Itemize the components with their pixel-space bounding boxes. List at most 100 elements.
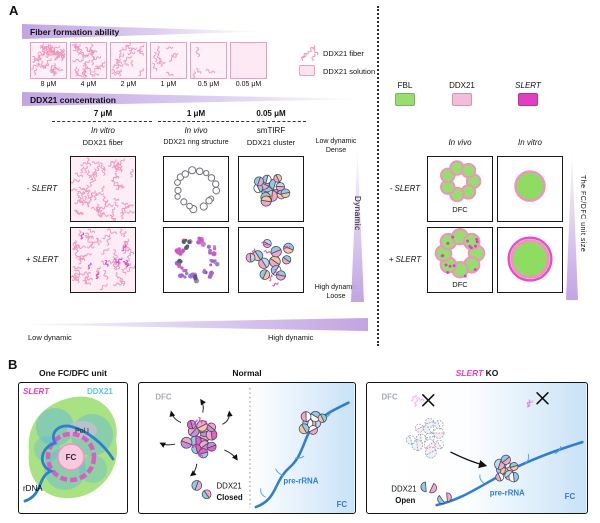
slert-swatch: [518, 93, 538, 106]
slert-absent-icon: [526, 392, 549, 408]
relocation-arrow: [450, 451, 488, 469]
open-dimer-icon: [420, 481, 437, 494]
minus-sign: -: [26, 184, 30, 193]
fiber-dense-drawing: [71, 157, 135, 221]
rdna-label: rDNA: [23, 484, 43, 493]
slert-ring: [45, 431, 97, 483]
slert-ko-box: DFC DDX21 Open pre-rRNA FC: [366, 382, 588, 514]
cell-minus-slert-ring: [163, 156, 229, 222]
fc-dfc-unit-illustration: SLERT DDX21 Pol I FC rDNA: [23, 387, 117, 503]
normal-title: Normal: [232, 368, 262, 378]
disassembled-dfc-cluster: [405, 418, 445, 459]
panel-a-label: A: [9, 3, 19, 18]
cell-plus-slert-ring: [163, 227, 229, 293]
loose-annotation: High dynamic Loose: [308, 283, 364, 301]
fiber-box-4um: [70, 42, 107, 79]
row-label-minus-slert: - SLERT: [16, 184, 68, 193]
right-row-plus-slert: + SLERT: [382, 255, 428, 264]
structure-cluster: DDX21 cluster: [246, 138, 296, 147]
green-droplet-large: [507, 236, 553, 282]
slert-word: SLERT: [395, 255, 422, 264]
panel-divider: [377, 6, 379, 346]
method-smtirf: smTIRF: [256, 126, 286, 135]
ddx21-fiber-legend-label: DDX21 fiber: [323, 49, 364, 58]
dfc-label: DFC: [155, 393, 171, 402]
loose-line2: Loose: [326, 293, 346, 301]
pre-rrna-curve: [254, 401, 350, 509]
structure-ring: DDX21 ring structure: [163, 139, 229, 146]
minus-sign: -: [389, 184, 393, 193]
fiber-drawing-1um: [152, 45, 179, 77]
column-invivo: In vivo: [448, 138, 472, 147]
fiber-drawing-8um: [31, 43, 66, 77]
fc-dfc-unit-box: SLERT DDX21 Pol I FC rDNA: [18, 382, 128, 514]
fiber-drawing-05um: [192, 46, 216, 78]
tick-7um: 7 μM: [93, 109, 113, 118]
ddx21-solution-legend-label: DDX21 solution: [323, 67, 376, 76]
cell-plus-slert-fiber: [70, 227, 136, 293]
ddx21-legend-label: DDX21: [449, 81, 475, 90]
ddx21-fiber-icon: [299, 45, 319, 61]
loose-line1: High dynamic: [314, 284, 358, 291]
dfc-cluster: [180, 417, 218, 459]
tick-dashes-1: [52, 121, 152, 122]
cell-plus-slert-invivo-dfc: [427, 227, 493, 293]
unit-size-axis-label: The FC/DFC unit size: [579, 175, 586, 253]
dense-annotation: Low dynamic Dense: [308, 137, 364, 155]
fc-label: FC: [337, 500, 348, 509]
slert-ko-illustration: DFC DDX21 Open pre-rRNA FC: [367, 383, 587, 513]
slert-ko-title: SLERT KO: [366, 368, 588, 378]
fiber-ability-title: Fiber formation ability: [30, 27, 120, 37]
pre-rrna-label: pre-rRNA: [283, 476, 318, 485]
concentration-tick: 0.05 μM: [235, 81, 262, 88]
pre-rrna-label: pre-rRNA: [490, 488, 525, 497]
concentration-tick: 2 μM: [120, 81, 137, 88]
cell-plus-slert-cluster: [238, 227, 304, 293]
slert-legend-label: SLERT: [515, 81, 541, 90]
plus-sign: +: [388, 255, 394, 264]
dfc-ring-drawing: [440, 160, 482, 203]
right-row-minus-slert: - SLERT: [382, 184, 428, 193]
cell-minus-slert-fiber: [70, 156, 136, 222]
cell-minus-slert-invivo-dfc: [427, 156, 493, 222]
closed-dimer-icon: [201, 489, 212, 500]
slert-label: SLERT: [23, 387, 50, 396]
dfc-ring-slert-drawing: [434, 228, 486, 279]
purple-ring-drawing: [174, 236, 220, 284]
open-dimer-icon: [437, 492, 452, 504]
concentration-tick: 0.5 μM: [197, 81, 220, 88]
rdna-curve: [23, 424, 115, 503]
row-label-plus-slert: + SLERT: [16, 255, 68, 264]
fc-cluster: [298, 410, 327, 435]
fiber-box-1um: [150, 42, 187, 79]
ko-word: KO: [483, 368, 499, 378]
fiber-drawing-4um: [71, 43, 106, 78]
nascent-transcripts: [479, 446, 562, 484]
tick-005um: 0.05 μM: [256, 109, 286, 118]
pol1-label: Pol I: [75, 428, 89, 435]
low-dynamic-label: Low dynamic: [28, 333, 72, 342]
cell-plus-slert-invitro-droplet: [497, 227, 563, 293]
fiber-drawing-2um: [111, 43, 145, 77]
unit-title: One FC/DFC unit: [39, 368, 107, 378]
tick-1um: 1 μM: [186, 109, 206, 118]
fc-label: FC: [66, 453, 77, 462]
fiber-box-8um: [30, 42, 67, 79]
concentration-title: DDX21 concentration: [30, 95, 116, 105]
fbl-swatch: [395, 93, 415, 106]
cell-minus-slert-invitro-droplet: [497, 156, 563, 222]
slert-word: SLERT: [31, 184, 58, 193]
normal-illustration: DFC DDX21 Closed pre-rRNA: [155, 383, 355, 513]
open-label: Open: [395, 496, 415, 505]
slert-gene: SLERT: [455, 368, 484, 378]
panel-b-label: B: [8, 357, 18, 372]
concentration-tick: 4 μM: [80, 81, 97, 88]
loose-cluster-drawing: [245, 239, 294, 287]
dense-line1: Low dynamic: [315, 138, 357, 145]
method-invitro: In vitro: [90, 126, 115, 135]
cell-minus-slert-cluster: [238, 156, 304, 222]
dfc-label: DFC: [452, 205, 468, 214]
fc-label: FC: [565, 492, 576, 501]
